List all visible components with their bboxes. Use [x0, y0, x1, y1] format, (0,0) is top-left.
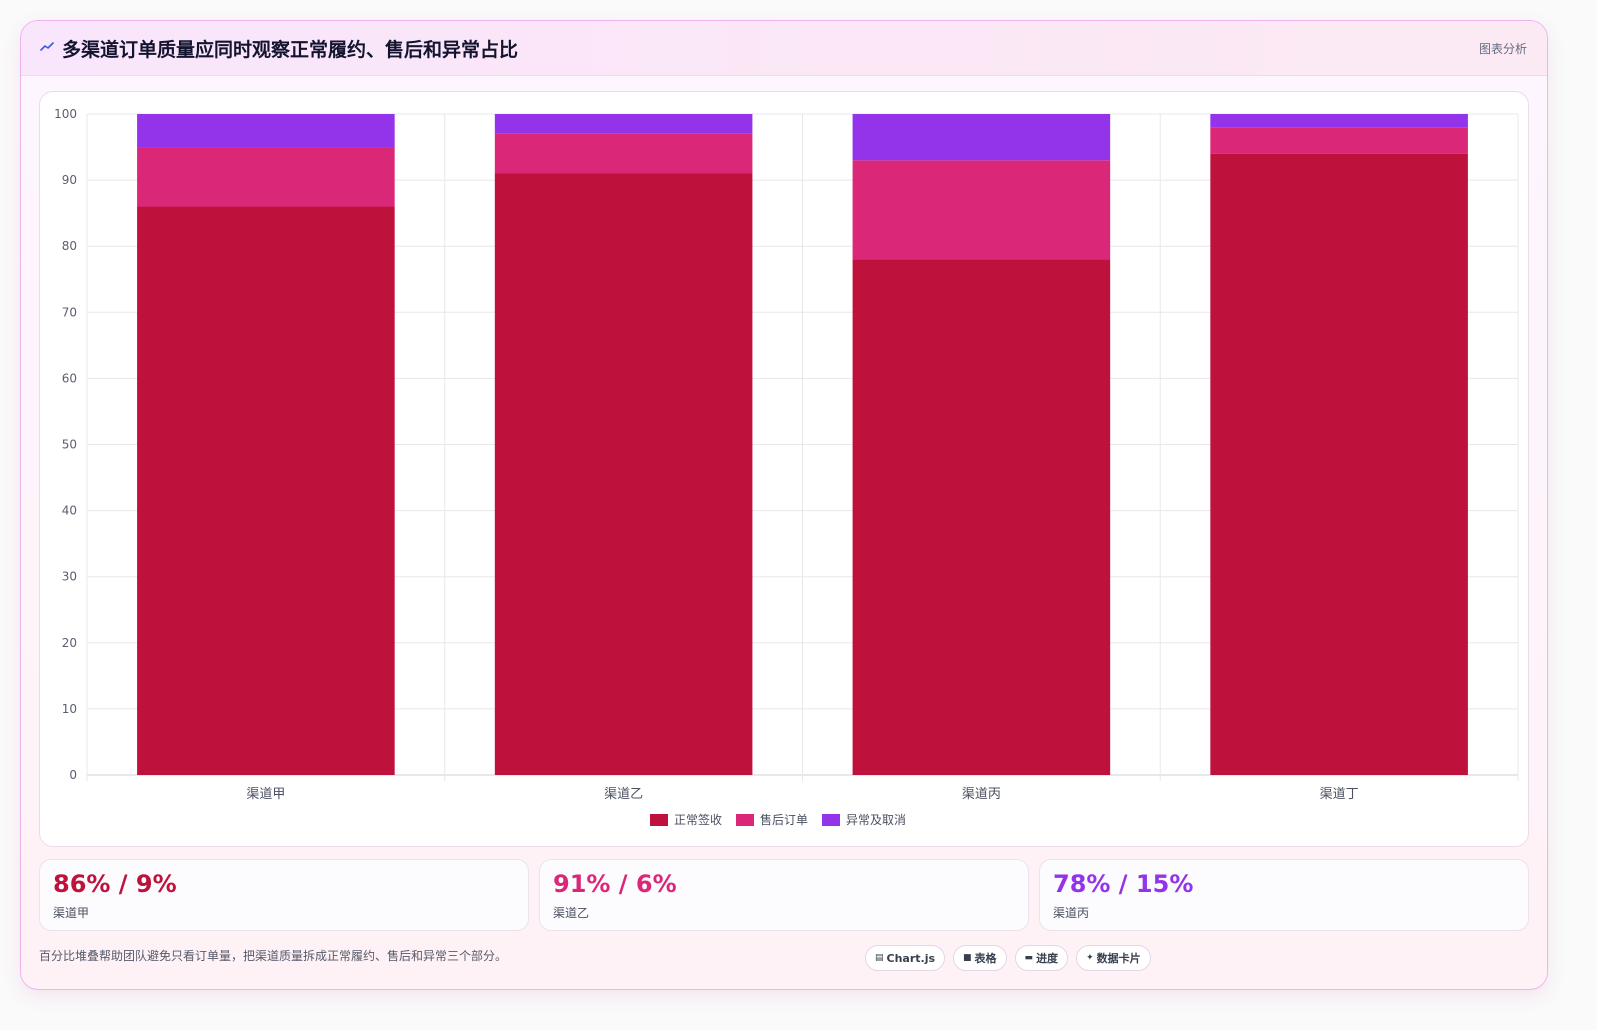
bar-segment[interactable] [1210, 114, 1468, 128]
legend-label[interactable]: 异常及取消 [846, 813, 906, 827]
y-tick-label: 100 [54, 107, 77, 121]
bar-segment[interactable] [852, 160, 1111, 260]
stat-card-channel-b: 91% / 6% 渠道乙 [539, 859, 1029, 931]
bar-segment[interactable] [1210, 127, 1468, 154]
y-tick-label: 50 [62, 438, 77, 452]
x-tick-label: 渠道丁 [1320, 787, 1359, 802]
y-tick-label: 80 [62, 239, 77, 253]
legend-swatch[interactable] [736, 814, 754, 826]
y-tick-label: 20 [62, 636, 77, 650]
card-header: 多渠道订单质量应同时观察正常履约、售后和异常占比 图表分析 [21, 21, 1547, 76]
y-tick-label: 90 [62, 173, 77, 187]
page-title: 多渠道订单质量应同时观察正常履约、售后和异常占比 [62, 39, 519, 61]
y-tick-label: 40 [62, 504, 77, 518]
chip-progress[interactable]: ▬ 进度 [1014, 945, 1069, 971]
legend-swatch[interactable] [822, 814, 840, 826]
chip-label: Chart.js [886, 951, 936, 965]
stat-value: 86% / 9% [53, 870, 177, 898]
x-tick-label: 渠道乙 [604, 787, 643, 802]
y-tick-label: 10 [62, 702, 77, 716]
stat-value: 91% / 6% [553, 870, 677, 898]
stat-label: 渠道乙 [553, 906, 590, 920]
stat-label: 渠道丙 [1053, 906, 1090, 920]
footer-note: 百分比堆叠帮助团队避免只看订单量，把渠道质量拆成正常履约、售后和异常三个部分。 [39, 949, 508, 963]
y-tick-label: 0 [69, 768, 77, 782]
bar-segment[interactable] [852, 114, 1111, 161]
legend-swatch[interactable] [650, 814, 668, 826]
legend-label[interactable]: 售后订单 [760, 812, 808, 827]
chip-label: 表格 [974, 952, 997, 965]
chip-table[interactable]: ■ 表格 [953, 945, 1007, 971]
bar-segment[interactable] [494, 133, 753, 174]
y-tick-label: 60 [62, 371, 77, 385]
stat-label: 渠道甲 [53, 906, 90, 920]
chip-label: 进度 [1036, 952, 1059, 965]
x-tick-label: 渠道甲 [246, 787, 285, 802]
progress-icon: ▬ [1024, 953, 1034, 963]
bar-segment[interactable] [852, 259, 1111, 775]
bar-segment[interactable] [137, 114, 395, 148]
stat-card-channel-a: 86% / 9% 渠道甲 [39, 859, 529, 931]
bar-segment[interactable] [137, 206, 395, 775]
y-tick-label: 30 [62, 570, 77, 584]
chip-data-card[interactable]: ✦ 数据卡片 [1076, 945, 1151, 971]
legend-label[interactable]: 正常签收 [674, 812, 722, 827]
table-icon: ■ [963, 953, 972, 963]
stat-card-channel-c: 78% / 15% 渠道丙 [1039, 859, 1529, 931]
bar-segment[interactable] [494, 173, 753, 775]
y-tick-label: 70 [62, 305, 77, 319]
stat-value: 78% / 15% [1053, 870, 1194, 898]
trend-line-icon [40, 42, 54, 51]
bar-segment[interactable] [137, 147, 395, 207]
feature-chips: ▤ Chart.js ■ 表格 ▬ 进度 ✦ 数据卡片 [865, 945, 1151, 971]
chip-chartjs[interactable]: ▤ Chart.js [865, 945, 946, 971]
bar-segment[interactable] [1210, 153, 1468, 775]
chart-card: 多渠道订单质量应同时观察正常履约、售后和异常占比 图表分析 0 10 20 30 40 5… [20, 20, 1548, 990]
bar-segment[interactable] [494, 114, 753, 134]
chart-panel: 0 10 20 30 40 50 60 70 80 90 100 渠道甲 渠道乙 渠道丙 渠道丁正常签收 售后… [39, 91, 1529, 847]
chart-analysis-tag[interactable]: 图表分析 [1478, 42, 1527, 56]
x-tick-label: 渠道丙 [962, 787, 1001, 802]
chip-label: 数据卡片 [1096, 952, 1141, 965]
sparkle-icon: ✦ [1086, 953, 1094, 963]
chart-icon: ▤ [875, 953, 884, 963]
